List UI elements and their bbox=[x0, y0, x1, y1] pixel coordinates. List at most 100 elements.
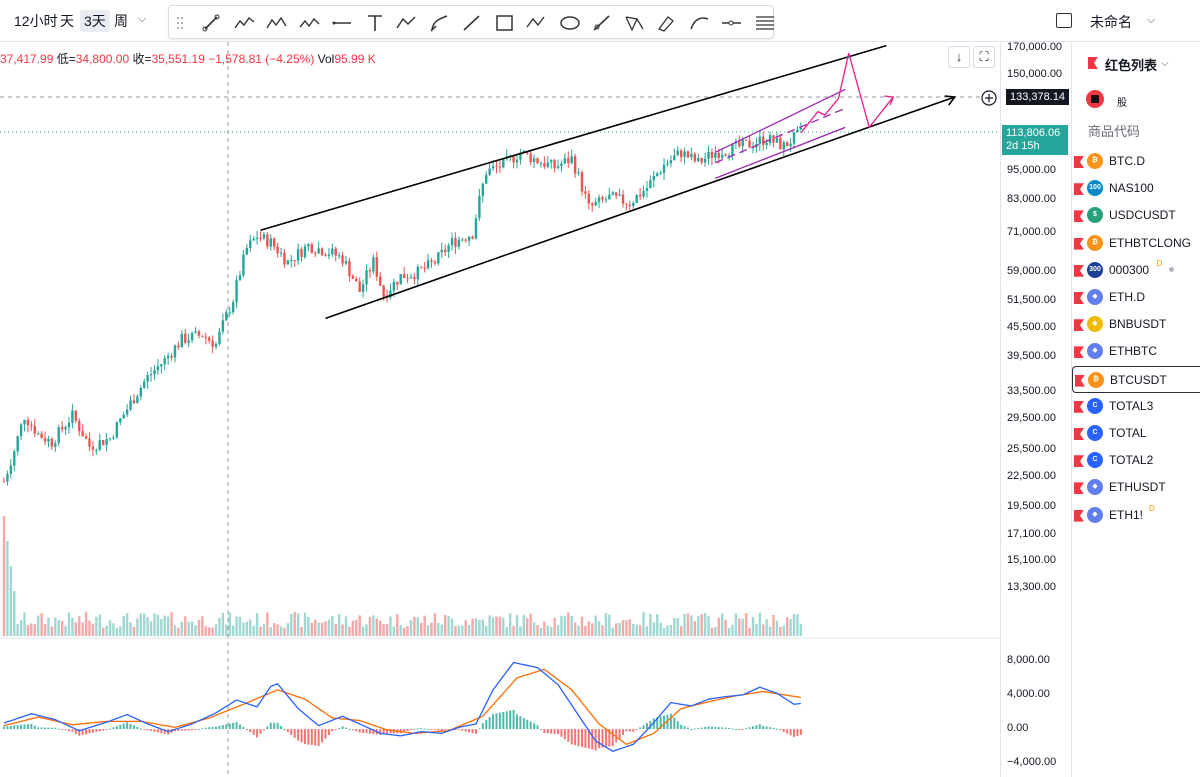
watchlist-row-ethusdt[interactable]: ◆ ETHUSDT bbox=[1072, 474, 1200, 501]
symbol-column-header[interactable]: 商品代码 bbox=[1088, 124, 1141, 139]
abc-pattern-icon[interactable] bbox=[524, 11, 550, 35]
watchlist-title[interactable]: 红色列表 bbox=[1105, 58, 1158, 73]
watchlist-row-total3[interactable]: C TOTAL3 bbox=[1072, 393, 1200, 420]
watchlist-row-eth1[interactable]: ◆ ETH1! D bbox=[1072, 502, 1200, 529]
line-icon[interactable] bbox=[232, 11, 258, 35]
volume-bar bbox=[563, 616, 567, 636]
red-flag-icon[interactable] bbox=[1074, 455, 1084, 468]
more-tools-icon[interactable] bbox=[752, 11, 778, 35]
watchlist-row-ethbtc[interactable]: ◆ ETHBTC bbox=[1072, 338, 1200, 365]
volume-bar bbox=[789, 619, 792, 636]
purple-channel-line[interactable] bbox=[715, 126, 846, 179]
macd-histogram-bar bbox=[447, 729, 450, 731]
cursor-icon[interactable] bbox=[199, 11, 225, 35]
red-flag-icon[interactable] bbox=[1074, 210, 1084, 223]
layout-name[interactable]: 未命名 bbox=[1090, 14, 1132, 30]
red-flag-icon[interactable] bbox=[1074, 183, 1084, 196]
red-flag-icon[interactable] bbox=[1074, 482, 1084, 495]
rectangle-icon[interactable] bbox=[492, 11, 518, 35]
macd-histogram-bar bbox=[628, 729, 631, 732]
support-trend-line[interactable] bbox=[325, 96, 956, 320]
red-flag-icon[interactable] bbox=[1074, 400, 1084, 413]
volume-bar bbox=[690, 615, 693, 636]
watchlist-row-nas100[interactable]: 100 NAS100 bbox=[1072, 175, 1200, 202]
watchlist-row-btcusdt[interactable]: ₿ BTCUSDT bbox=[1072, 365, 1200, 393]
volume-bar bbox=[218, 617, 221, 636]
projection-path[interactable] bbox=[800, 53, 894, 134]
fullscreen-icon[interactable]: ⛶ bbox=[973, 46, 995, 68]
volume-bar bbox=[163, 615, 166, 636]
horizontal-line-icon[interactable] bbox=[329, 11, 355, 35]
interval-3d-button[interactable]: 3天 bbox=[80, 10, 110, 32]
red-flag-icon[interactable] bbox=[1075, 374, 1085, 387]
interval-dropdown-chevron-icon[interactable]: ⌵ bbox=[138, 13, 147, 25]
add-alert-plus-icon[interactable] bbox=[981, 90, 997, 106]
path-icon[interactable] bbox=[394, 11, 420, 35]
watchlist-row-bnbusdt[interactable]: ◆ BNBUSDT bbox=[1072, 311, 1200, 338]
interval-1w-button[interactable]: 周 bbox=[114, 13, 128, 29]
scroll-to-latest-arrow-icon[interactable]: ↓ bbox=[948, 46, 970, 68]
ellipse-icon[interactable] bbox=[557, 11, 583, 35]
volume-bar bbox=[255, 613, 259, 636]
red-flag-icon[interactable] bbox=[1074, 428, 1084, 440]
interval-12h-button[interactable]: 12小时 bbox=[14, 13, 58, 29]
candle-body bbox=[238, 275, 242, 281]
candle-body bbox=[669, 160, 673, 164]
macd-histogram-bar bbox=[769, 727, 772, 730]
macd-histogram-bar bbox=[334, 729, 337, 731]
price-chart-canvas[interactable] bbox=[0, 42, 1000, 777]
watchlist-chevron-down-icon[interactable]: ⌵ bbox=[1161, 58, 1169, 69]
candle-body bbox=[731, 143, 734, 156]
volume-bar bbox=[443, 614, 447, 636]
price-tick-label: 83,000.00 bbox=[1007, 193, 1056, 206]
red-flag-icon[interactable] bbox=[1074, 264, 1084, 277]
volume-bar bbox=[608, 614, 611, 636]
red-flag-icon[interactable] bbox=[1074, 319, 1084, 332]
abcde-pattern-icon[interactable] bbox=[297, 11, 323, 35]
purple-channel-line[interactable] bbox=[715, 107, 846, 164]
elliott-wave-icon[interactable] bbox=[264, 11, 290, 35]
macd-histogram-bar bbox=[420, 727, 423, 730]
macd-histogram-bar bbox=[78, 729, 81, 736]
price-axis[interactable] bbox=[1000, 42, 1070, 777]
resistance-trend-line[interactable] bbox=[260, 44, 887, 232]
candle-body bbox=[262, 234, 266, 239]
highlighter-icon[interactable] bbox=[654, 11, 680, 35]
watchlist-row-total2[interactable]: C TOTAL2 bbox=[1072, 447, 1200, 474]
watchlist-row-ethd[interactable]: ◆ ETH.D bbox=[1072, 284, 1200, 311]
red-flag-icon[interactable] bbox=[1074, 292, 1084, 304]
trend-line-icon[interactable] bbox=[459, 11, 485, 35]
volume-bar bbox=[95, 616, 98, 636]
xabcd-pattern-icon[interactable] bbox=[622, 11, 648, 35]
macd-histogram-bar bbox=[259, 729, 262, 734]
text-icon[interactable] bbox=[362, 11, 388, 35]
candle-body bbox=[365, 270, 368, 285]
macd-histogram-bar bbox=[153, 729, 156, 732]
red-flag-icon[interactable] bbox=[1074, 346, 1084, 359]
arc-icon[interactable] bbox=[687, 11, 713, 35]
chart-pane[interactable] bbox=[0, 42, 1000, 777]
candle-body bbox=[327, 254, 331, 256]
watchlist-row-total[interactable]: C TOTAL bbox=[1072, 420, 1200, 447]
purple-channel-line[interactable] bbox=[715, 88, 846, 153]
horizontal-ray-icon[interactable] bbox=[719, 11, 745, 35]
volume-bar bbox=[710, 627, 714, 636]
volume-bar bbox=[546, 625, 549, 636]
layout-square-icon[interactable] bbox=[1056, 13, 1072, 28]
candle-body bbox=[242, 254, 245, 276]
red-flag-icon[interactable] bbox=[1074, 509, 1084, 522]
drag-handle-icon[interactable] bbox=[176, 16, 184, 30]
bnb-icon: ◆ bbox=[1087, 316, 1103, 333]
watchlist-row-usdcusdt[interactable]: $ USDCUSDT bbox=[1072, 202, 1200, 229]
watchlist-row-btcd[interactable]: ₿ BTC.D bbox=[1072, 148, 1200, 175]
red-flag-icon[interactable] bbox=[1074, 156, 1084, 168]
red-flag-icon[interactable] bbox=[1074, 237, 1084, 250]
ray-icon[interactable] bbox=[589, 11, 615, 35]
brush-icon[interactable] bbox=[427, 11, 453, 35]
volume-bar bbox=[252, 625, 255, 636]
interval-1d-button[interactable]: 天 bbox=[60, 13, 74, 29]
layout-chevron-down-icon[interactable]: ⌵ bbox=[1147, 14, 1156, 26]
watchlist-row-000300[interactable]: 300 000300 D bbox=[1072, 257, 1200, 284]
watchlist-row-ethbtclong[interactable]: ₿ ETHBTCLONG bbox=[1072, 230, 1200, 257]
macd-histogram-bar bbox=[738, 729, 741, 731]
